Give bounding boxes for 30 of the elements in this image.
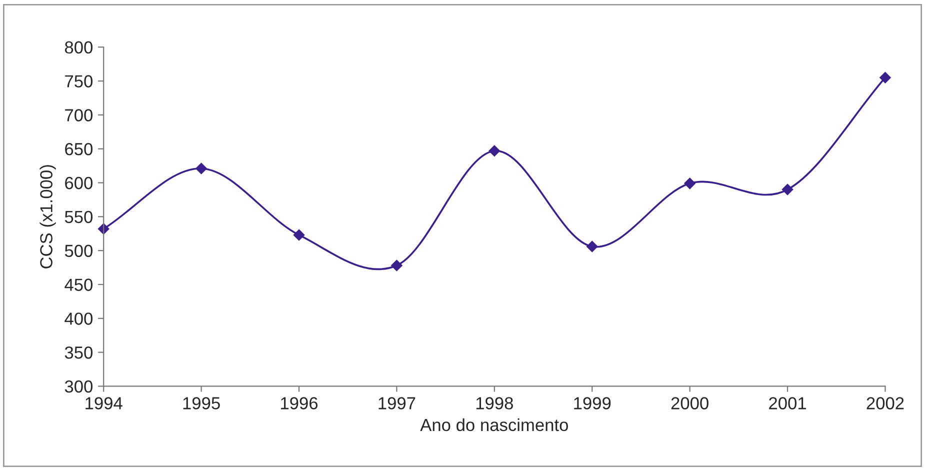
y-tick-label: 500 (64, 244, 93, 258)
x-tick-label: 1999 (574, 397, 611, 410)
y-tick-label: 400 (64, 312, 93, 325)
x-tick-label: 1996 (281, 397, 318, 410)
x-tick-label: 2001 (769, 397, 806, 410)
x-tick-label: 1998 (476, 397, 513, 410)
x-axis-title: Ano do nascimento (420, 418, 568, 432)
x-tick-label: 1997 (378, 397, 416, 410)
point (684, 178, 696, 190)
point (586, 240, 598, 252)
x-tick-label: 2000 (671, 397, 708, 410)
y-tick-label: 600 (65, 176, 93, 190)
y-tick-label: 450 (64, 278, 93, 291)
x-tick-label: 2002 (866, 397, 904, 410)
point (391, 260, 402, 272)
y-tick-label: 550 (64, 210, 93, 224)
y-axis-title: CCS (x1.000) (40, 165, 56, 268)
y-tick-label: 350 (64, 346, 93, 359)
point (293, 229, 305, 241)
y-tick-label: 800 (64, 41, 93, 54)
point (880, 72, 891, 84)
point (488, 145, 500, 156)
y-tick-label: 700 (65, 109, 93, 122)
y-tick-label: 750 (65, 75, 93, 88)
y-tick-label: 650 (65, 143, 93, 156)
point (782, 184, 794, 196)
x-tick-label: 1994 (86, 397, 122, 410)
y-tick-label: 300 (64, 380, 93, 393)
point (196, 162, 207, 174)
x-tick-label: 1995 (183, 397, 220, 410)
